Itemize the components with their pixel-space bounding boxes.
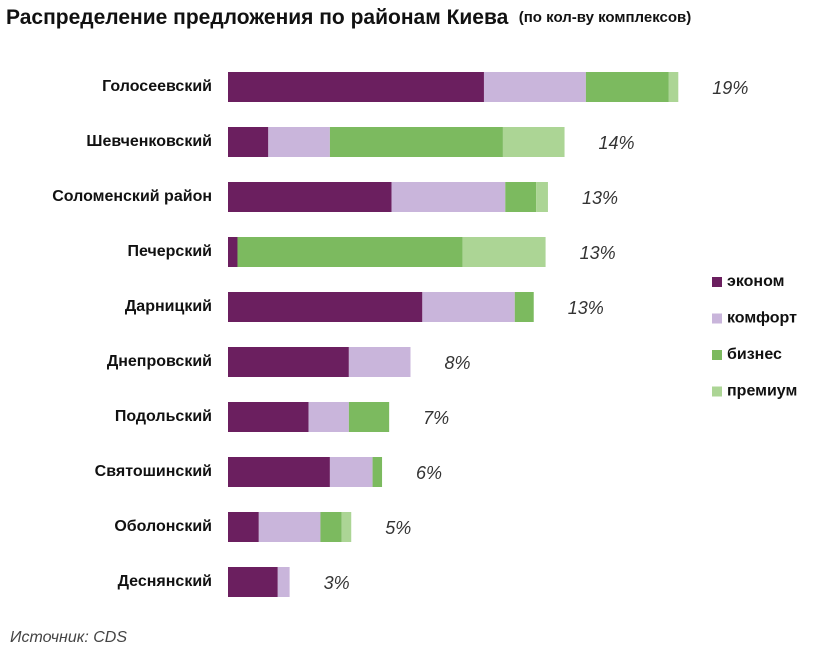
legend-label: бизнес bbox=[727, 346, 782, 363]
bar-segment bbox=[502, 127, 565, 157]
legend-swatch bbox=[712, 313, 722, 324]
legend-swatch bbox=[712, 350, 722, 360]
bar-segment bbox=[228, 237, 238, 267]
bar-segment bbox=[228, 512, 259, 542]
bar-segment bbox=[228, 402, 309, 432]
bar-segment bbox=[483, 72, 586, 102]
bar-segment bbox=[462, 237, 546, 267]
bar-segment bbox=[228, 457, 330, 487]
chart-title: Распределение предложения по районам Кие… bbox=[6, 6, 509, 29]
bar-segment bbox=[228, 72, 484, 102]
total-label: 5% bbox=[385, 518, 411, 538]
total-label: 3% bbox=[324, 573, 350, 593]
total-label: 14% bbox=[599, 133, 635, 153]
category-label: Дарницкий bbox=[125, 298, 212, 315]
bar-segment bbox=[228, 182, 392, 212]
bar-segment bbox=[237, 237, 463, 267]
legend-label: премиум bbox=[727, 383, 797, 400]
category-label: Оболонский bbox=[114, 518, 212, 535]
total-label: 8% bbox=[444, 353, 470, 373]
bar-segment bbox=[258, 512, 321, 542]
bar-segment bbox=[668, 72, 679, 102]
bar-segment bbox=[320, 512, 342, 542]
bar-segment bbox=[228, 127, 269, 157]
bar-segment bbox=[391, 182, 506, 212]
legend-label: эконом bbox=[727, 273, 784, 290]
legend-swatch bbox=[712, 386, 722, 397]
bar-segment bbox=[514, 292, 534, 322]
category-label: Соломенский район bbox=[52, 188, 212, 205]
total-label: 13% bbox=[582, 188, 618, 208]
bar-segment bbox=[277, 567, 290, 597]
category-label: Подольский bbox=[115, 408, 212, 425]
bar-segment bbox=[228, 292, 423, 322]
bar-segment bbox=[585, 72, 669, 102]
bar-segment bbox=[268, 127, 330, 157]
category-label: Деснянский bbox=[118, 573, 212, 590]
category-label: Днепровский bbox=[107, 353, 212, 370]
bar-segment bbox=[228, 567, 278, 597]
total-label: 6% bbox=[416, 463, 442, 483]
bar-segment bbox=[505, 182, 537, 212]
bar-segment bbox=[329, 457, 373, 487]
total-label: 7% bbox=[423, 408, 449, 428]
bar-segment bbox=[341, 512, 352, 542]
legend-swatch bbox=[712, 277, 722, 287]
total-label: 19% bbox=[712, 78, 748, 98]
bar-segment bbox=[372, 457, 383, 487]
chart-subtitle: (по кол-ву комплексов) bbox=[519, 9, 692, 26]
total-label: 13% bbox=[580, 243, 616, 263]
bar-segment bbox=[348, 402, 390, 432]
category-label: Святошинский bbox=[95, 463, 212, 480]
legend-label: комфорт bbox=[727, 310, 797, 327]
total-label: 13% bbox=[568, 298, 604, 318]
category-label: Печерский bbox=[127, 243, 212, 260]
source: Источник: CDS bbox=[10, 629, 127, 646]
bar-segment bbox=[348, 347, 411, 377]
bar-segment bbox=[422, 292, 515, 322]
bar-segment bbox=[536, 182, 548, 212]
bar-segment bbox=[228, 347, 349, 377]
category-label: Голосеевский bbox=[102, 78, 212, 95]
chart-title-line: Распределение предложения по районам Кие… bbox=[6, 6, 691, 29]
category-label: Шевченковский bbox=[86, 133, 212, 150]
bar-segment bbox=[308, 402, 349, 432]
bar-segment bbox=[329, 127, 503, 157]
